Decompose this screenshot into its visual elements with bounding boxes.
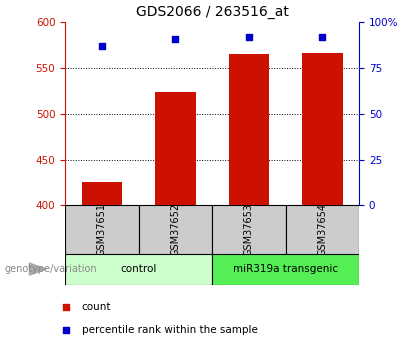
- Text: miR319a transgenic: miR319a transgenic: [233, 264, 338, 274]
- Text: GSM37654: GSM37654: [318, 203, 327, 256]
- Text: GSM37652: GSM37652: [171, 203, 180, 256]
- Bar: [155, 92, 196, 205]
- Text: genotype/variation: genotype/variation: [4, 264, 97, 274]
- Bar: [65, 205, 139, 254]
- Title: GDS2066 / 263516_at: GDS2066 / 263516_at: [136, 4, 289, 19]
- Bar: [286, 205, 359, 254]
- Text: GSM37651: GSM37651: [97, 203, 107, 256]
- Point: [294, 215, 300, 220]
- Point: [98, 43, 105, 49]
- Point: [172, 36, 179, 42]
- Polygon shape: [29, 263, 46, 275]
- Point: [245, 34, 252, 40]
- Bar: [302, 52, 343, 205]
- Point: [294, 0, 300, 4]
- Bar: [212, 254, 359, 285]
- Text: GSM37653: GSM37653: [244, 203, 254, 256]
- Point: [319, 34, 326, 40]
- Bar: [212, 205, 286, 254]
- Text: control: control: [121, 264, 157, 274]
- Bar: [228, 55, 269, 205]
- Bar: [65, 254, 212, 285]
- Text: percentile rank within the sample: percentile rank within the sample: [81, 325, 257, 335]
- Text: count: count: [81, 302, 111, 312]
- Bar: [81, 183, 122, 205]
- Bar: [139, 205, 212, 254]
